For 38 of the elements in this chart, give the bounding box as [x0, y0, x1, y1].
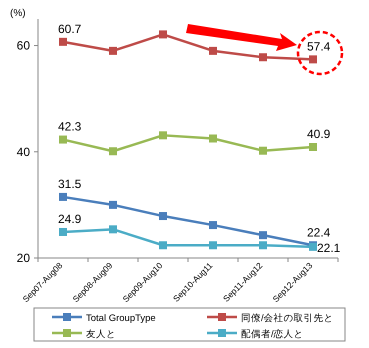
point [209, 46, 217, 55]
point [209, 134, 217, 142]
point [309, 55, 317, 64]
data-label: 42.3 [58, 120, 82, 134]
point [159, 241, 167, 250]
data-label: 31.5 [58, 176, 82, 191]
data-label: 40.9 [307, 127, 331, 141]
data-label: 60.7 [58, 22, 82, 36]
point [109, 200, 117, 209]
point [159, 212, 167, 220]
point [59, 192, 67, 201]
point [259, 146, 267, 155]
point [59, 136, 67, 144]
point [259, 53, 267, 62]
point [109, 147, 117, 156]
point [159, 30, 167, 38]
data-label: 57.4 [307, 39, 331, 54]
y-tick-label: 20 [16, 251, 30, 265]
y-tick-label: 40 [16, 144, 30, 159]
y-axis-title: (%) [10, 8, 26, 19]
point [259, 231, 267, 240]
point [159, 131, 167, 140]
point [109, 225, 117, 234]
point [59, 38, 67, 46]
point [209, 221, 217, 230]
point [309, 143, 317, 151]
legend-label: Total GroupType [86, 313, 156, 324]
data-label: 24.9 [58, 212, 82, 226]
data-label: 22.4 [307, 225, 331, 240]
point [109, 46, 117, 55]
legend-label: 同僚/会社の取引先と [241, 312, 334, 324]
legend-label: 友人と [86, 329, 116, 340]
point [59, 228, 67, 236]
point [209, 241, 217, 250]
legend-label: 配偶者/恋人と [241, 328, 304, 340]
point [259, 241, 267, 250]
data-label: 22.1 [317, 240, 341, 255]
y-tick-label: 60 [16, 38, 30, 53]
